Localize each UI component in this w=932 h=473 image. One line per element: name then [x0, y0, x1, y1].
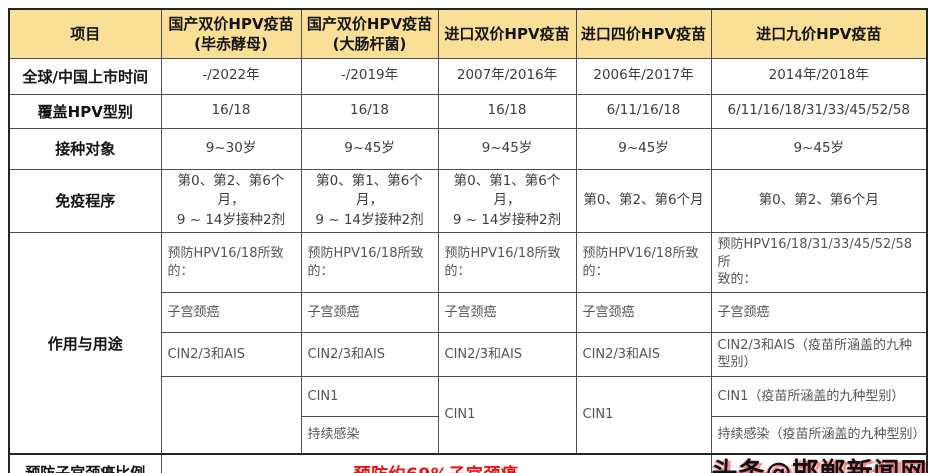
- cell-launch-c2: -/2019年: [300, 57, 439, 95]
- header-line1: 进口九价HPV疫苗: [756, 24, 882, 43]
- table-row-prevention-ratio: 预防子宫颈癌比例 预防约69%子宫颈癌 头条@邯郸新闻网: [8, 453, 928, 473]
- cell-targets-c1: 9~30岁: [160, 127, 302, 170]
- table-row-effects-cin1: CIN1 CIN1 CIN1 CIN1（疫苗所涵盖的九种型别）: [9, 375, 928, 455]
- cell-types-c5: 6/11/16/18/31/33/45/52/58: [710, 93, 928, 129]
- cell-prevent-c5: 预防HPV16/18/31/33/45/52/58所 致的：: [710, 232, 928, 293]
- cell-prevention-ratio-merged: 预防约69%子宫颈癌: [160, 453, 712, 473]
- row-label-schedule: 免疫程序: [8, 168, 162, 234]
- header-line1: 国产双价HPV疫苗: [168, 14, 294, 33]
- cell-types-c2: 16/18: [300, 93, 439, 129]
- cell-effects-c1-empty: [160, 375, 302, 455]
- header-col-imported-nonavalent: 进口九价HPV疫苗: [710, 8, 928, 59]
- table-row-effects-cin23: CIN2/3和AIS CIN2/3和AIS CIN2/3和AIS CIN2/3和…: [9, 331, 928, 377]
- row-label-launch: 全球/中国上市时间: [8, 57, 162, 95]
- cell-cin23-c3: CIN2/3和AIS: [437, 331, 577, 377]
- cell-targets-c5: 9~45岁: [710, 127, 928, 170]
- cell-launch-c1: -/2022年: [160, 57, 302, 95]
- header-line1: 进口四价HPV疫苗: [580, 24, 707, 43]
- cell-cin23-c5: CIN2/3和AIS（疫苗所涵盖的九种 型别）: [710, 331, 928, 377]
- cell-schedule-c3: 第0、第1、第6个月， 9 ~ 14岁接种2剂: [437, 168, 577, 234]
- cell-prevent-c3: 预防HPV16/18所致 的：: [437, 232, 577, 293]
- table-header-row: 项目 国产双价HPV疫苗 (毕赤酵母) 国产双价HPV疫苗 (大肠杆菌) 进口双…: [8, 8, 928, 59]
- header-item-cell: 项目: [8, 8, 162, 59]
- cell-cancer-c1: 子宫颈癌: [160, 291, 302, 333]
- cell-launch-c4: 2006年/2017年: [575, 57, 712, 95]
- cell-launch-c3: 2007年/2016年: [437, 57, 577, 95]
- hpv-vaccine-comparison-table: 项目 国产双价HPV疫苗 (毕赤酵母) 国产双价HPV疫苗 (大肠杆菌) 进口双…: [8, 8, 928, 473]
- cell-prevent-c4: 预防HPV16/18所致 的：: [575, 232, 712, 293]
- cell-prevention-ratio-nonavalent: 头条@邯郸新闻网: [710, 453, 928, 473]
- cell-cancer-c2: 子宫颈癌: [300, 291, 439, 333]
- cell-targets-c4: 9~45岁: [575, 127, 712, 170]
- row-label-targets: 接种对象: [8, 127, 162, 170]
- cell-schedule-c2: 第0、第1、第6个月， 9 ~ 14岁接种2剂: [300, 168, 439, 234]
- cell-cin1-c4: CIN1: [575, 375, 712, 455]
- header-line1: 国产双价HPV疫苗: [306, 14, 433, 33]
- cell-targets-c2: 9~45岁: [300, 127, 439, 170]
- cell-cin23-c4: CIN2/3和AIS: [575, 331, 712, 377]
- header-line2: (毕赤酵母): [194, 34, 268, 53]
- cell-cancer-c3: 子宫颈癌: [437, 291, 577, 333]
- cell-prevent-c1: 预防HPV16/18所致 的：: [160, 232, 302, 293]
- cell-types-c4: 6/11/16/18: [575, 93, 712, 129]
- cell-prevent-c2: 预防HPV16/18所致 的：: [300, 232, 439, 293]
- cell-cancer-c5: 子宫颈癌: [710, 291, 928, 333]
- cell-cin1-c5: CIN1（疫苗所涵盖的九种型别）: [710, 375, 928, 417]
- cell-cin23-c1: CIN2/3和AIS: [160, 331, 302, 377]
- row-label-effects: 作用与用途: [8, 232, 162, 455]
- header-col-imported-quadrivalent: 进口四价HPV疫苗: [575, 8, 712, 59]
- cell-targets-c3: 9~45岁: [437, 127, 577, 170]
- cell-cin1-c3: CIN1: [437, 375, 577, 455]
- header-col-imported-bivalent: 进口双价HPV疫苗: [437, 8, 577, 59]
- cell-launch-c5: 2014年/2018年: [710, 57, 928, 95]
- header-col-domestic-bivalent-ecoli: 国产双价HPV疫苗 (大肠杆菌): [300, 8, 439, 59]
- table-row-effects-persist: 持续感染 持续感染（疫苗所涵盖的九种型别）: [9, 415, 928, 455]
- table-row-types: 覆盖HPV型别 16/18 16/18 16/18 6/11/16/18 6/1…: [8, 93, 928, 129]
- cell-cancer-c4: 子宫颈癌: [575, 291, 712, 333]
- cell-persist-c2: 持续感染: [300, 415, 439, 455]
- header-line1: 进口双价HPV疫苗: [444, 24, 570, 43]
- cell-schedule-c1: 第0、第2、第6个月， 9 ~ 14岁接种2剂: [160, 168, 302, 234]
- cell-schedule-c4: 第0、第2、第6个月: [575, 168, 712, 234]
- table-row-targets: 接种对象 9~30岁 9~45岁 9~45岁 9~45岁 9~45岁: [8, 127, 928, 170]
- table-row-launch: 全球/中国上市时间 -/2022年 -/2019年 2007年/2016年 20…: [8, 57, 928, 95]
- cell-schedule-c5: 第0、第2、第6个月: [710, 168, 928, 234]
- cell-types-c3: 16/18: [437, 93, 577, 129]
- table-row-effects-prevent: 作用与用途 预防HPV16/18所致 的： 预防HPV16/18所致 的： 预防…: [8, 232, 928, 455]
- row-label-types: 覆盖HPV型别: [8, 93, 162, 129]
- table-row-effects-cancer: 子宫颈癌 子宫颈癌 子宫颈癌 子宫颈癌 子宫颈癌: [9, 291, 928, 333]
- cell-cin23-c2: CIN2/3和AIS: [300, 331, 439, 377]
- cell-types-c1: 16/18: [160, 93, 302, 129]
- cell-persist-c5: 持续感染（疫苗所涵盖的九种型别）: [710, 415, 928, 455]
- header-line2: (大肠杆菌): [332, 34, 407, 53]
- header-col-domestic-bivalent-yeast: 国产双价HPV疫苗 (毕赤酵母): [160, 8, 302, 59]
- table-row-schedule: 免疫程序 第0、第2、第6个月， 9 ~ 14岁接种2剂 第0、第1、第6个月，…: [8, 168, 928, 234]
- cell-cin1-c2: CIN1: [300, 375, 439, 417]
- row-label-prevention-ratio: 预防子宫颈癌比例: [8, 453, 162, 473]
- watermark-text: 头条@邯郸新闻网: [711, 457, 927, 473]
